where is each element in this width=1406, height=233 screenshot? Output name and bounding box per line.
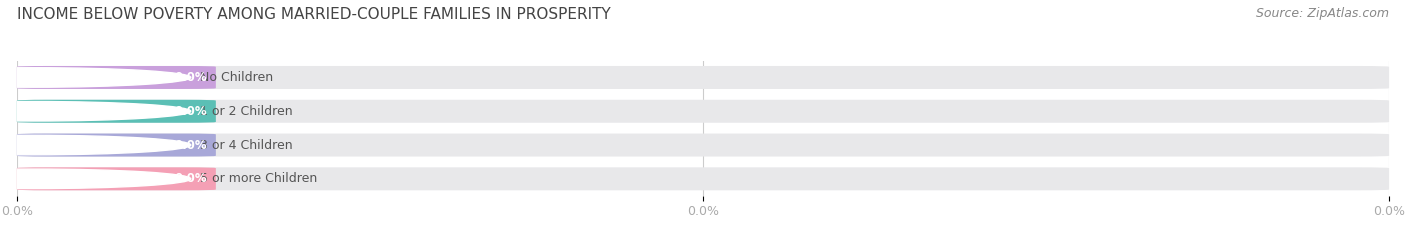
Text: 1 or 2 Children: 1 or 2 Children: [200, 105, 292, 118]
FancyBboxPatch shape: [17, 134, 217, 157]
Text: 3 or 4 Children: 3 or 4 Children: [200, 139, 292, 151]
Ellipse shape: [0, 135, 191, 155]
Text: 0.0%: 0.0%: [174, 105, 208, 118]
FancyBboxPatch shape: [17, 167, 1389, 190]
Text: 5 or more Children: 5 or more Children: [200, 172, 318, 185]
Ellipse shape: [0, 68, 191, 87]
FancyBboxPatch shape: [17, 100, 217, 123]
Text: Source: ZipAtlas.com: Source: ZipAtlas.com: [1256, 7, 1389, 20]
FancyBboxPatch shape: [17, 100, 1389, 123]
Text: 0.0%: 0.0%: [174, 139, 208, 151]
Ellipse shape: [0, 169, 191, 188]
FancyBboxPatch shape: [17, 66, 217, 89]
Ellipse shape: [0, 102, 191, 121]
Text: 0.0%: 0.0%: [174, 71, 208, 84]
Text: 0.0%: 0.0%: [174, 172, 208, 185]
Text: No Children: No Children: [200, 71, 273, 84]
Text: INCOME BELOW POVERTY AMONG MARRIED-COUPLE FAMILIES IN PROSPERITY: INCOME BELOW POVERTY AMONG MARRIED-COUPL…: [17, 7, 610, 22]
FancyBboxPatch shape: [17, 167, 217, 190]
FancyBboxPatch shape: [17, 66, 1389, 89]
FancyBboxPatch shape: [17, 134, 1389, 157]
